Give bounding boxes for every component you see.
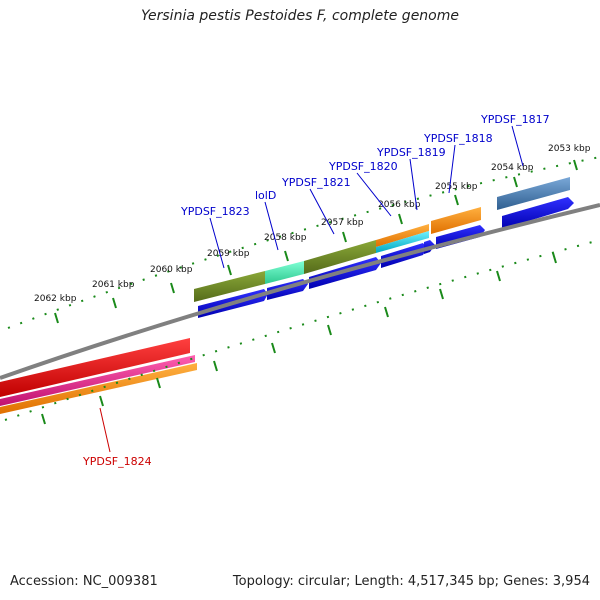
kbp-label-2057: 2057 kbp [321, 218, 364, 228]
kbp-label-2054: 2054 kbp [491, 163, 534, 173]
feature-ypdsf-1824-red [0, 338, 190, 397]
kbp-label-2060: 2060 kbp [150, 265, 193, 275]
major-tick-2057 [342, 231, 347, 243]
genome-backbone [0, 203, 600, 380]
kbp-label-2053: 2053 kbp [548, 144, 591, 154]
feature-ypdsf-1824-magenta [0, 355, 195, 406]
major-tick-2061 [112, 297, 117, 309]
cds-track [198, 197, 574, 318]
major-tick-2060 [170, 282, 175, 294]
leader-line-1817 [511, 125, 524, 167]
leader-lines [99, 125, 524, 453]
feature-ypdsf-1817-steelblue [497, 177, 570, 210]
feature-ypdsf-1820-orange [376, 224, 429, 247]
gene-label-lold[interactable]: lolD [255, 189, 276, 202]
gene-label-ypdsf-1824[interactable]: YPDSF_1824 [82, 455, 152, 468]
major-tick-2058 [284, 250, 289, 262]
inner-major-tick-5 [271, 342, 276, 354]
feature-ypdsf-1818-orange [431, 207, 481, 234]
kbp-label-2058: 2058 kbp [264, 233, 307, 243]
inner-tick-ring [4, 239, 600, 425]
gene-label-ypdsf-1819[interactable]: YPDSF_1819 [376, 146, 446, 159]
feature-ypdsf-1823-olive [194, 271, 265, 302]
feature-lold-aquamarine [265, 261, 304, 284]
inner-major-tick-3 [156, 377, 161, 389]
gene-label-ypdsf-1820[interactable]: YPDSF_1820 [328, 160, 398, 173]
forward-features [194, 177, 570, 302]
inner-major-tick-9 [496, 270, 501, 282]
kbp-label-2062: 2062 kbp [34, 294, 77, 304]
inner-major-tick-10 [552, 252, 557, 264]
leader-line-1821 [309, 188, 335, 235]
feature-ypdsf-1824-orange [0, 363, 197, 414]
inner-major-tick-2 [99, 395, 104, 407]
leader-line-1819 [409, 158, 418, 211]
kbp-label-2059: 2059 kbp [207, 249, 250, 259]
major-tick-2056 [398, 213, 403, 225]
inner-major-tick-4 [213, 360, 218, 372]
reverse-features [0, 338, 197, 414]
genome-summary-text: Topology: circular; Length: 4,517,345 bp… [232, 574, 590, 589]
outer-tick-ring [7, 156, 600, 329]
inner-major-tick-8 [439, 288, 444, 300]
leader-line-1820 [356, 172, 392, 217]
feature-ypdsf-1820-cyan [376, 231, 429, 253]
major-tick-2062 [54, 312, 59, 324]
feature-ypdsf-1821-olive [304, 240, 376, 274]
cds-arrow-1817 [502, 197, 574, 229]
accession-text: Accession: NC_009381 [10, 574, 158, 589]
inner-major-tick-1 [41, 413, 46, 425]
major-tick-2054 [513, 176, 518, 188]
leader-line-lold [264, 201, 279, 251]
kbp-label-2061: 2061 kbp [92, 280, 135, 290]
map-title: Yersinia pestis Pestoides F, complete ge… [141, 8, 459, 24]
gene-label-ypdsf-1821[interactable]: YPDSF_1821 [281, 176, 351, 189]
kbp-label-2056: 2056 kbp [378, 200, 421, 210]
inner-major-tick-7 [384, 306, 389, 318]
major-tick-2053 [573, 159, 578, 171]
leader-line-1818 [448, 144, 456, 194]
gene-label-ypdsf-1818[interactable]: YPDSF_1818 [423, 132, 493, 145]
inner-tick-dots [4, 239, 600, 421]
major-tick-2055 [454, 194, 459, 206]
gene-label-ypdsf-1817[interactable]: YPDSF_1817 [480, 113, 550, 126]
leader-line-1823 [209, 217, 225, 269]
gene-label-ypdsf-1823[interactable]: YPDSF_1823 [180, 205, 250, 218]
leader-line-1824 [99, 407, 111, 453]
kbp-label-2055: 2055 kbp [435, 182, 478, 192]
major-tick-2059 [227, 264, 232, 276]
inner-major-tick-6 [327, 324, 332, 336]
